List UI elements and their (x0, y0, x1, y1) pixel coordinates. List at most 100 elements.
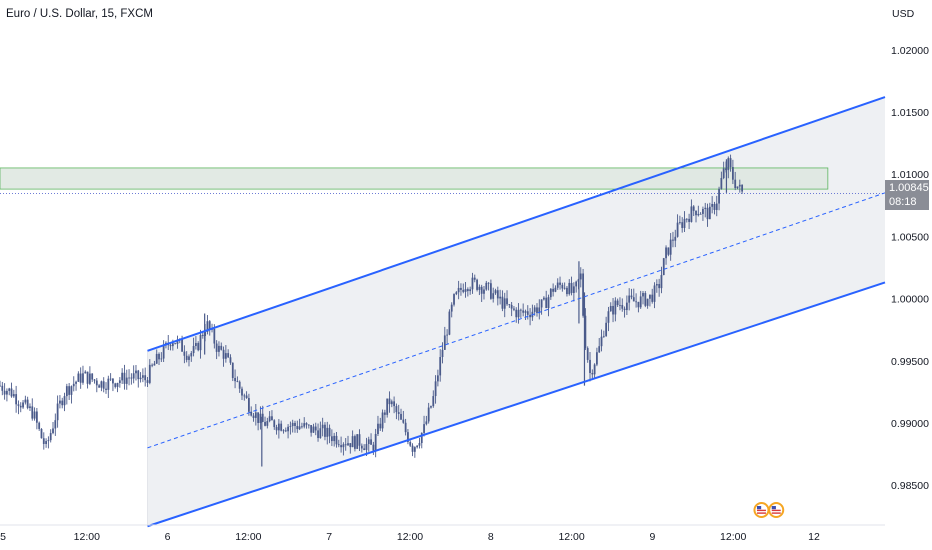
candle-body (586, 348, 589, 360)
candle-body (443, 335, 446, 350)
candle-body (476, 279, 478, 290)
candle-body (70, 386, 73, 395)
candle-body (190, 353, 193, 357)
candle-body (33, 411, 36, 419)
candle-body (349, 443, 352, 448)
candle-body (635, 301, 637, 303)
candle-body (155, 353, 158, 364)
candle-body (105, 388, 107, 390)
candle-body (271, 416, 273, 421)
candle-body (330, 436, 333, 442)
candle-body (446, 334, 449, 336)
candle-body (400, 413, 402, 420)
candle-body (407, 432, 409, 442)
candle-body (591, 373, 594, 375)
candle-body (605, 322, 608, 336)
x-tick-label: 12:00 (397, 531, 423, 543)
flag-stripe (771, 509, 781, 512)
candle-body (220, 345, 223, 350)
candle-body (494, 290, 497, 294)
candle-body (713, 204, 716, 210)
candle-body (287, 426, 289, 432)
candle-body (22, 402, 24, 408)
candle-body (17, 404, 20, 406)
candle-body (492, 293, 495, 299)
candle-body (208, 321, 211, 330)
candle-body (529, 314, 531, 318)
candle-body (45, 441, 47, 444)
candle-body (10, 388, 13, 397)
candle-body (52, 428, 54, 434)
candle-body (372, 444, 375, 451)
candle-body (125, 377, 128, 384)
candle-body (526, 311, 529, 315)
candle-body (305, 423, 308, 425)
candle-body (312, 426, 315, 433)
channel-upper-line (147, 96, 886, 352)
candle-body (222, 349, 225, 359)
candle-body (3, 390, 6, 395)
candle-body (169, 345, 172, 347)
candle-body (589, 359, 591, 374)
y-tick-label: 1.01500 (891, 107, 929, 119)
candle-body (75, 381, 77, 384)
candle-body (268, 416, 271, 422)
candle-body (600, 336, 603, 347)
x-tick-label: 5 (0, 531, 6, 543)
candle-body (697, 213, 700, 216)
candle-body (298, 426, 301, 430)
flag-stripe (756, 509, 766, 512)
candle-body (450, 304, 453, 312)
candle-body (473, 277, 476, 280)
candle-body (56, 403, 59, 421)
candle-body (499, 296, 502, 299)
candle-body (123, 372, 126, 384)
candle-body (441, 349, 444, 358)
candle-body (639, 296, 642, 308)
candle-body (42, 438, 45, 444)
candle-body (301, 426, 303, 428)
candle-body (706, 207, 709, 220)
candle-body (681, 222, 684, 228)
candle-body (321, 424, 324, 429)
candle-body (275, 427, 278, 431)
candle-body (360, 445, 363, 449)
candle-body (411, 445, 414, 452)
candle-body (19, 405, 22, 408)
candle-body (296, 425, 299, 430)
flag-canton (756, 506, 762, 510)
candle-body (692, 206, 695, 211)
candle-body (538, 307, 541, 314)
candle-body (49, 433, 52, 441)
us-flag-icon (753, 502, 770, 518)
candle-body (273, 420, 276, 428)
candle-body (335, 435, 338, 445)
candle-body (65, 386, 68, 397)
candle-body (395, 406, 398, 413)
candle-body (704, 207, 707, 209)
candle-body (289, 426, 292, 427)
candle-body (540, 299, 543, 308)
candle-body (365, 444, 368, 450)
candle-body (487, 282, 490, 284)
candle-body (12, 394, 15, 397)
candle-body (386, 398, 389, 415)
candle-body (377, 423, 379, 434)
x-tick-label: 7 (326, 531, 332, 543)
candle-body (628, 295, 631, 303)
candle-body (307, 424, 310, 426)
candle-body (427, 407, 430, 422)
candle-body (130, 377, 133, 379)
candle-body (174, 343, 177, 345)
candle-body (118, 380, 121, 383)
candle-body (245, 395, 248, 399)
candle-body (351, 436, 354, 448)
candle-body (303, 423, 306, 427)
candle-body (215, 343, 218, 352)
candle-body (715, 203, 718, 210)
currency-label: USD (892, 8, 915, 20)
candle-body (116, 382, 119, 387)
candle-body (508, 304, 511, 306)
candle-body (632, 297, 635, 302)
